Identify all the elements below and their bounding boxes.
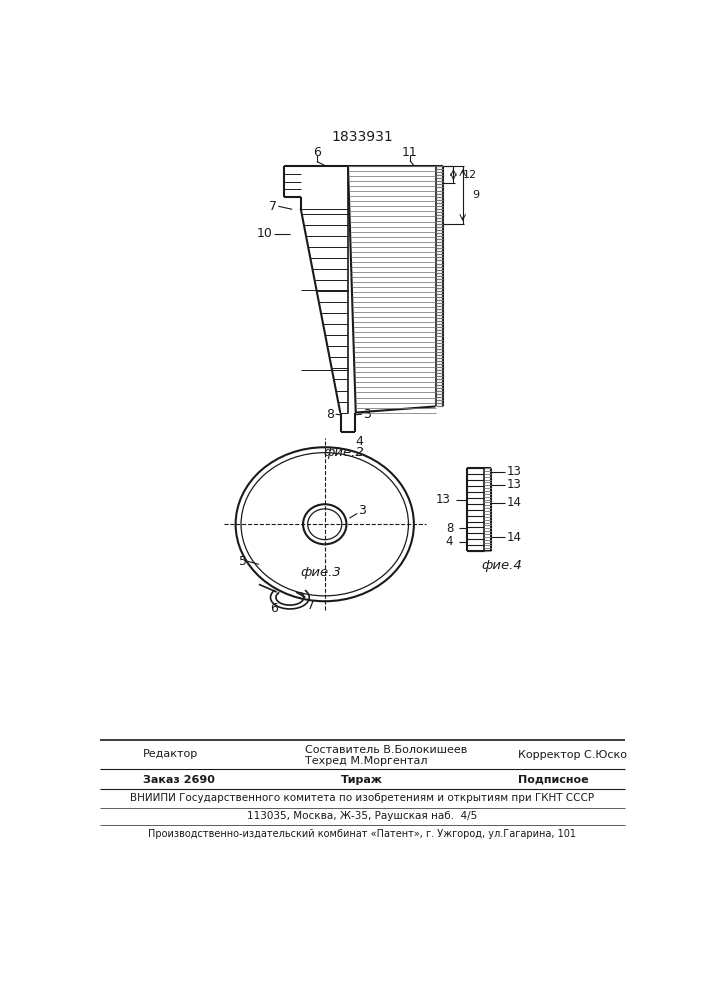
Text: Подписное: Подписное bbox=[518, 775, 589, 785]
Text: 6: 6 bbox=[271, 602, 279, 615]
Text: Тираж: Тираж bbox=[341, 775, 383, 785]
Text: 4: 4 bbox=[356, 435, 363, 448]
Text: ВНИИПИ Государственного комитета по изобретениям и открытиям при ГКНТ СССР: ВНИИПИ Государственного комитета по изоб… bbox=[130, 793, 594, 803]
Text: 4: 4 bbox=[446, 535, 453, 548]
Text: 14: 14 bbox=[507, 496, 522, 509]
Text: 8: 8 bbox=[326, 408, 334, 421]
Text: 13: 13 bbox=[436, 493, 451, 506]
Text: 12: 12 bbox=[462, 170, 477, 180]
Text: 5: 5 bbox=[240, 555, 247, 568]
Text: 7: 7 bbox=[269, 200, 277, 213]
Text: 10: 10 bbox=[257, 227, 273, 240]
Text: Техред М.Моргентал: Техред М.Моргентал bbox=[305, 756, 428, 766]
Text: Редактор: Редактор bbox=[143, 749, 198, 759]
Text: 7: 7 bbox=[307, 599, 315, 612]
Text: 8: 8 bbox=[446, 522, 453, 535]
Text: 3: 3 bbox=[363, 408, 371, 421]
Text: 14: 14 bbox=[507, 531, 522, 544]
Text: фие.3: фие.3 bbox=[300, 566, 341, 579]
Text: 113035, Москва, Ж-35, Раушская наб.  4/5: 113035, Москва, Ж-35, Раушская наб. 4/5 bbox=[247, 811, 477, 821]
Text: Заказ 2690: Заказ 2690 bbox=[143, 775, 214, 785]
Text: 3: 3 bbox=[358, 504, 366, 517]
Text: 6: 6 bbox=[313, 146, 321, 159]
Text: Производственно-издательский комбинат «Патент», г. Ужгород, ул.Гагарина, 101: Производственно-издательский комбинат «П… bbox=[148, 829, 576, 839]
Text: 11: 11 bbox=[402, 146, 418, 159]
Text: фие.2: фие.2 bbox=[324, 446, 365, 459]
Text: Составитель В.Болокишеев: Составитель В.Болокишеев bbox=[305, 745, 467, 755]
Text: Корректор С.Юско: Корректор С.Юско bbox=[518, 750, 628, 760]
Text: 9: 9 bbox=[472, 190, 479, 200]
Text: фие.4: фие.4 bbox=[481, 559, 522, 572]
Text: 13: 13 bbox=[507, 465, 522, 478]
Text: 1833931: 1833931 bbox=[331, 130, 393, 144]
Text: 13: 13 bbox=[507, 478, 522, 491]
